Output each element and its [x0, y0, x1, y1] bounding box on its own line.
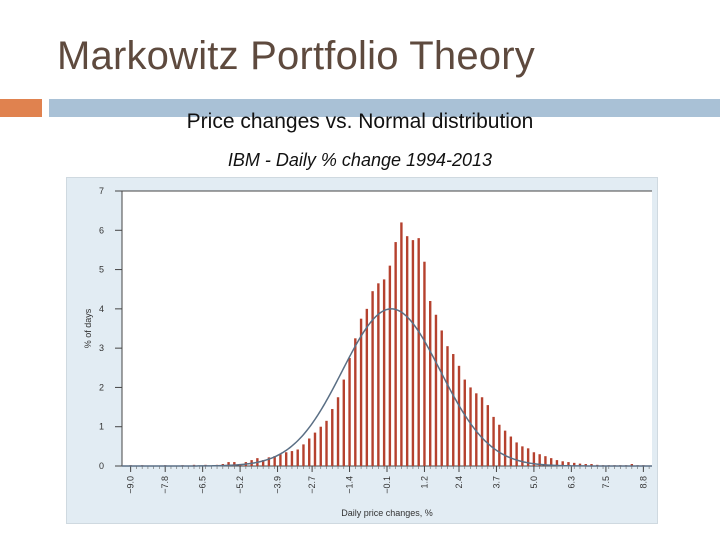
histogram-bar [509, 436, 513, 466]
histogram-bar [354, 338, 357, 466]
histogram-bar [388, 265, 392, 466]
histogram-bar [526, 448, 530, 466]
histogram-bar [486, 405, 490, 466]
histogram-bar [561, 461, 564, 466]
slide-title: Markowitz Portfolio Theory [57, 34, 535, 78]
histogram-bar [423, 261, 426, 466]
y-tick-label: 2 [99, 382, 104, 392]
histogram-bar [365, 308, 369, 466]
y-tick-label: 7 [99, 186, 104, 196]
histogram-bar [325, 420, 328, 466]
slide-subtitle: Price changes vs. Normal distribution [186, 110, 534, 133]
y-tick-label: 5 [99, 265, 104, 275]
accent-bar-orange [0, 99, 42, 117]
histogram-bar [578, 463, 582, 466]
histogram-bar [359, 318, 363, 466]
histogram-bar [336, 397, 340, 466]
x-tick-label: 3.7 [491, 476, 501, 489]
histogram-bar [590, 464, 593, 466]
histogram-bar [284, 452, 288, 466]
histogram-bar [279, 454, 282, 466]
x-tick-label: −9.0 [126, 476, 136, 494]
histogram-bar [452, 354, 455, 466]
histogram-bar [544, 456, 547, 466]
x-axis-label: Daily price changes, % [341, 508, 433, 518]
histogram-bar [290, 451, 294, 466]
histogram-bar [498, 424, 501, 466]
histogram-bar [417, 238, 420, 466]
histogram-bar [319, 426, 322, 466]
histogram-bar [429, 301, 432, 466]
y-tick-label: 6 [99, 225, 104, 235]
histogram-bar [400, 222, 403, 466]
x-tick-label: 8.8 [638, 476, 648, 489]
x-tick-label: 6.3 [566, 476, 576, 489]
histogram-bar [273, 456, 276, 466]
histogram-bar [296, 449, 299, 466]
histogram-bar [573, 462, 576, 466]
histogram-bar [515, 442, 518, 466]
histogram-bar [434, 314, 438, 466]
y-tick-label: 1 [99, 422, 104, 432]
histogram-bar [302, 444, 305, 466]
histogram-bar [584, 464, 587, 466]
histogram-bar [313, 432, 317, 466]
histogram-bar [411, 240, 415, 466]
histogram-bar [457, 365, 461, 466]
histogram-bar [446, 346, 449, 466]
histogram-bar [503, 430, 507, 466]
histogram-bar [394, 242, 397, 466]
histogram-bar [555, 460, 559, 466]
histogram-bar [567, 462, 570, 466]
chart-title: IBM - Daily % change 1994-2013 [227, 150, 493, 170]
histogram-bar [382, 279, 386, 466]
histogram-bar [331, 409, 334, 466]
x-tick-label: 2.4 [454, 476, 464, 489]
histogram-bar [532, 452, 536, 466]
histogram-bar [342, 379, 345, 466]
histogram-bar [630, 464, 634, 466]
x-tick-label: −3.9 [273, 476, 283, 494]
histogram-bar [521, 446, 524, 466]
x-tick-label: −2.7 [307, 476, 317, 494]
histogram-bar [480, 397, 484, 466]
histogram-chart: 0 1 2 3 4 5 6 7 −9.0 −7.8 −6.5 −5.2 −3.9 −2.7 −1.4 −0.1… [83, 186, 652, 518]
y-tick-label: 4 [99, 304, 104, 314]
x-tick-label: −0.1 [382, 476, 392, 494]
histogram-bar [233, 462, 236, 466]
plot-area [122, 191, 652, 466]
histogram-bar [492, 416, 495, 466]
y-tick-label: 3 [99, 343, 104, 353]
histogram-bar [377, 283, 380, 466]
x-tick-label: −1.4 [345, 476, 355, 494]
histogram-bar [469, 387, 472, 466]
histogram-bar [463, 379, 466, 466]
x-tick-label: 1.2 [419, 476, 429, 489]
histogram-bar [475, 393, 478, 466]
x-tick-label: 5.0 [529, 476, 539, 489]
accent-bar-blue [49, 99, 720, 117]
histogram-bar [440, 330, 443, 466]
chart-panel: 0 1 2 3 4 5 6 7 −9.0 −7.8 −6.5 −5.2 −3.9 −2.7 −1.4 −0.1… [66, 177, 658, 524]
histogram-bar [538, 454, 541, 466]
x-tick-label: −5.2 [235, 476, 245, 494]
histogram-bar [549, 458, 553, 466]
y-axis-label: % of days [83, 308, 93, 348]
histogram-bar [348, 357, 351, 466]
histogram-bar [227, 462, 230, 466]
x-tick-label: 7.5 [601, 476, 611, 489]
histogram-bar [308, 438, 311, 466]
histogram-bar [405, 236, 409, 466]
histogram-bar [267, 457, 271, 466]
y-tick-label: 0 [99, 461, 104, 471]
x-tick-label: −6.5 [198, 476, 208, 494]
normal-distribution-curve [122, 308, 652, 467]
histogram-bar [371, 291, 374, 466]
histogram-bar [261, 460, 265, 466]
x-tick-label: −7.8 [160, 476, 170, 494]
